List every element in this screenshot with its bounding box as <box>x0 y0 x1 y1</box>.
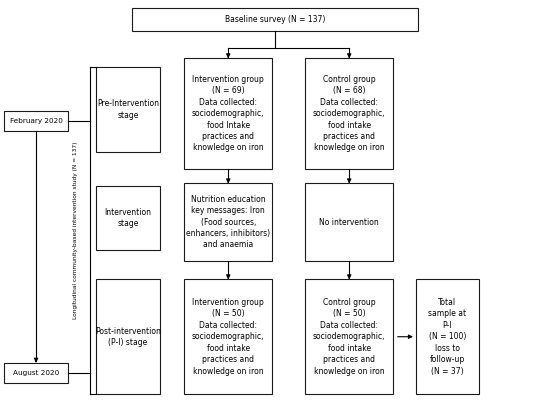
Text: August 2020: August 2020 <box>13 370 59 376</box>
Text: Intervention
stage: Intervention stage <box>104 208 151 228</box>
Text: February 2020: February 2020 <box>9 118 63 124</box>
Text: Nutrition education
key messages: Iron
(Food sources,
enhancers, inhibitors)
and: Nutrition education key messages: Iron (… <box>186 195 270 249</box>
FancyBboxPatch shape <box>96 279 160 394</box>
FancyBboxPatch shape <box>4 111 68 131</box>
Text: Intervention group
(N = 50)
Data collected:
sociodemographic,
food intake
practi: Intervention group (N = 50) Data collect… <box>192 298 265 376</box>
Text: Intervention group
(N = 69)
Data collected:
sociodemographic,
food Intake
practi: Intervention group (N = 69) Data collect… <box>192 75 265 153</box>
Text: Post-intervention
(P-I) stage: Post-intervention (P-I) stage <box>95 327 161 347</box>
Text: Longitudinal community-based intervention study (N = 137): Longitudinal community-based interventio… <box>73 142 79 319</box>
FancyBboxPatch shape <box>4 363 68 383</box>
Text: Control group
(N = 50)
Data collected:
sociodemographic,
food intake
practices a: Control group (N = 50) Data collected: s… <box>313 298 386 376</box>
FancyBboxPatch shape <box>132 8 418 31</box>
Text: Pre-Intervention
stage: Pre-Intervention stage <box>97 99 159 120</box>
FancyBboxPatch shape <box>96 67 160 152</box>
FancyBboxPatch shape <box>305 279 393 394</box>
Text: Control group
(N = 68)
Data collected:
sociodemographic,
food intake
practices a: Control group (N = 68) Data collected: s… <box>313 75 386 153</box>
FancyBboxPatch shape <box>305 58 393 169</box>
FancyBboxPatch shape <box>416 279 479 394</box>
FancyBboxPatch shape <box>96 186 160 250</box>
FancyBboxPatch shape <box>184 279 272 394</box>
Text: Total
sample at
P-I
(N = 100)
loss to
follow-up
(N = 37): Total sample at P-I (N = 100) loss to fo… <box>428 298 466 376</box>
Text: Baseline survey (N = 137): Baseline survey (N = 137) <box>225 15 325 24</box>
FancyBboxPatch shape <box>184 183 272 261</box>
FancyBboxPatch shape <box>305 183 393 261</box>
FancyBboxPatch shape <box>184 58 272 169</box>
Text: No intervention: No intervention <box>320 218 379 226</box>
